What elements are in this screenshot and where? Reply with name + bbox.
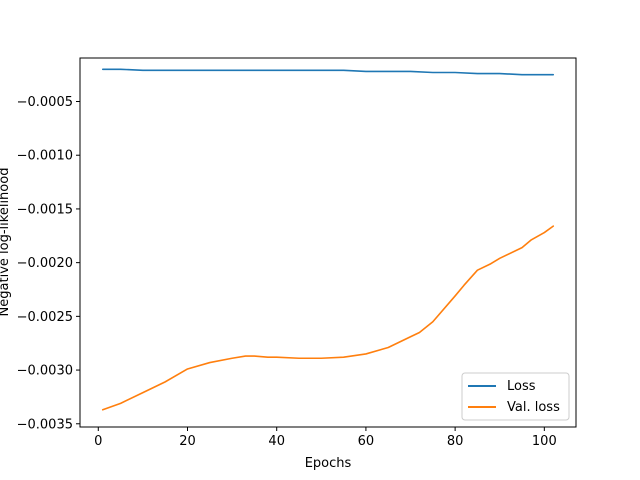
x-tick-label: 0 bbox=[94, 434, 102, 449]
y-tick-label: −0.0010 bbox=[17, 149, 73, 164]
y-axis-label: Negative log-likelihood bbox=[0, 168, 12, 317]
x-axis-label: Epochs bbox=[305, 456, 352, 471]
legend: Loss Val. loss bbox=[461, 372, 570, 421]
y-tick-label: −0.0035 bbox=[17, 417, 73, 432]
legend-label-val-loss: Val. loss bbox=[507, 400, 560, 415]
y-tick-label: −0.0025 bbox=[17, 310, 73, 325]
x-tick-label: 40 bbox=[268, 434, 285, 449]
plot-area bbox=[80, 58, 576, 427]
x-ticks: 0 20 40 60 80 100 bbox=[94, 427, 557, 449]
y-tick-label: −0.0030 bbox=[17, 364, 73, 379]
y-tick-label: −0.0005 bbox=[17, 95, 73, 110]
series-line-val-loss bbox=[101, 225, 555, 411]
legend-box bbox=[461, 372, 570, 421]
plot-frame bbox=[79, 57, 577, 428]
x-tick-label: 20 bbox=[179, 434, 196, 449]
x-tick-label: 100 bbox=[532, 434, 557, 449]
y-tick-label: −0.0020 bbox=[17, 256, 73, 271]
x-tick-label: 80 bbox=[447, 434, 464, 449]
legend-label-loss: Loss bbox=[507, 379, 536, 394]
y-ticks: −0.0035 −0.0030 −0.0025 −0.0020 −0.0015 −0.00… bbox=[17, 95, 80, 432]
series-layer bbox=[101, 68, 555, 411]
x-tick-label: 60 bbox=[358, 434, 375, 449]
y-tick-label: −0.0015 bbox=[17, 202, 73, 217]
series-line-loss bbox=[101, 68, 555, 76]
